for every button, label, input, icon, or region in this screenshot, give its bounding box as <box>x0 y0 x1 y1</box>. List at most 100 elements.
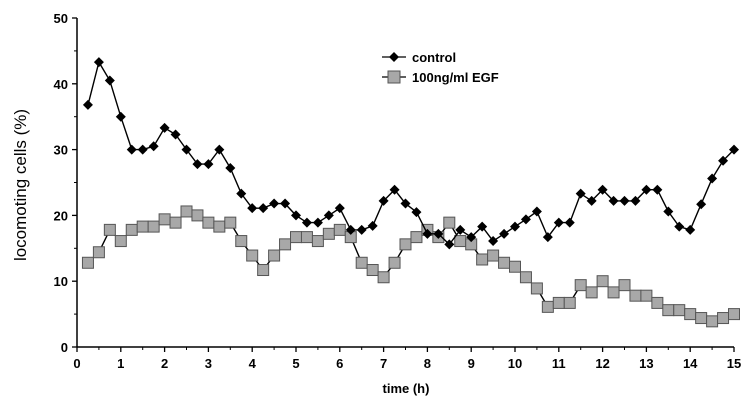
x-tick-label: 3 <box>205 356 212 371</box>
data-point-egf <box>498 256 511 269</box>
data-point-egf <box>268 249 281 262</box>
data-point-control <box>159 122 170 133</box>
data-point-control <box>378 195 389 206</box>
legend-marker-egf <box>387 70 401 84</box>
y-axis-title: locomoting cells (%) <box>11 109 30 261</box>
data-point-egf <box>322 227 335 240</box>
y-tick-label: 10 <box>54 274 68 289</box>
data-point-egf <box>366 264 379 277</box>
data-point-egf <box>92 246 105 259</box>
data-point-control <box>225 163 236 174</box>
data-point-egf <box>169 216 182 229</box>
data-point-control <box>148 141 159 152</box>
data-point-control <box>444 239 455 250</box>
data-point-control <box>586 195 597 206</box>
data-point-egf <box>728 308 740 321</box>
data-point-control <box>192 159 203 170</box>
data-point-egf <box>640 289 653 302</box>
data-point-egf <box>476 253 489 266</box>
data-point-control <box>104 75 115 86</box>
data-point-control <box>575 188 586 199</box>
data-point-control <box>663 206 674 217</box>
data-point-control <box>433 228 444 239</box>
data-point-egf <box>300 231 313 244</box>
x-tick-label: 6 <box>336 356 343 371</box>
data-point-egf <box>706 315 719 328</box>
data-point-egf <box>585 286 598 299</box>
x-tick-label: 4 <box>249 356 257 371</box>
legend: control 100ng/ml EGF <box>382 50 499 85</box>
data-point-egf <box>333 223 346 236</box>
data-point-egf <box>509 260 521 273</box>
data-point-egf <box>202 216 215 229</box>
data-point-control <box>356 224 367 235</box>
x-axis-title: time (h) <box>383 381 430 396</box>
data-point-control <box>641 184 652 195</box>
data-point-egf <box>213 220 226 233</box>
legend-item-control: control <box>382 50 456 65</box>
data-point-control <box>718 155 729 166</box>
data-point-control <box>214 144 225 155</box>
data-point-egf <box>454 235 467 248</box>
data-point-control <box>400 198 411 209</box>
legend-label-egf: 100ng/ml EGF <box>412 70 499 85</box>
data-point-control <box>499 228 510 239</box>
data-point-control <box>258 203 269 214</box>
data-point-egf <box>618 279 631 292</box>
data-point-egf <box>717 312 730 325</box>
data-point-egf <box>519 271 532 284</box>
x-tick-label: 9 <box>468 356 475 371</box>
data-point-egf <box>235 235 248 248</box>
data-point-control <box>422 228 433 239</box>
data-point-egf <box>596 275 609 288</box>
data-point-control <box>203 159 214 170</box>
legend-label-control: control <box>412 50 456 65</box>
data-point-control <box>236 188 247 199</box>
data-point-control <box>367 220 378 231</box>
data-point-control <box>345 224 356 235</box>
data-point-control <box>126 144 137 155</box>
y-tick-label: 50 <box>54 11 68 26</box>
x-tick-label: 10 <box>508 356 522 371</box>
data-point-egf <box>552 296 565 309</box>
data-point-control <box>685 224 696 235</box>
x-tick-label: 12 <box>595 356 609 371</box>
data-point-control <box>597 184 608 195</box>
data-point-egf <box>629 289 642 302</box>
data-point-egf <box>662 304 675 317</box>
legend-item-egf: 100ng/ml EGF <box>382 70 499 85</box>
data-point-control <box>411 207 422 218</box>
data-point-egf <box>114 235 127 248</box>
data-point-egf <box>136 220 149 233</box>
data-point-egf <box>574 279 587 292</box>
data-point-control <box>542 232 553 243</box>
x-tick-label: 1 <box>117 356 124 371</box>
data-point-egf <box>541 300 554 313</box>
data-point-egf <box>695 312 708 325</box>
data-point-egf <box>246 249 259 262</box>
data-point-egf <box>81 256 94 269</box>
data-point-egf <box>377 271 390 284</box>
data-point-control <box>652 184 663 195</box>
data-point-egf <box>355 256 368 269</box>
legend-marker-control <box>389 52 399 62</box>
data-point-control <box>170 129 181 140</box>
x-tick-label: 11 <box>552 356 566 371</box>
data-point-control <box>619 195 630 206</box>
data-point-control <box>630 195 641 206</box>
data-point-egf <box>257 264 270 277</box>
data-point-control <box>608 195 619 206</box>
data-point-egf <box>125 223 138 236</box>
data-point-control <box>291 210 301 221</box>
data-point-control <box>510 221 520 232</box>
y-tick-label: 30 <box>54 143 68 158</box>
data-point-egf <box>530 282 543 295</box>
data-point-egf <box>487 249 500 262</box>
data-point-control <box>531 206 542 217</box>
data-point-egf <box>224 216 237 229</box>
x-tick-label: 5 <box>292 356 299 371</box>
data-point-egf <box>684 308 697 321</box>
y-tick-label: 40 <box>54 77 68 92</box>
data-point-egf <box>290 231 302 244</box>
